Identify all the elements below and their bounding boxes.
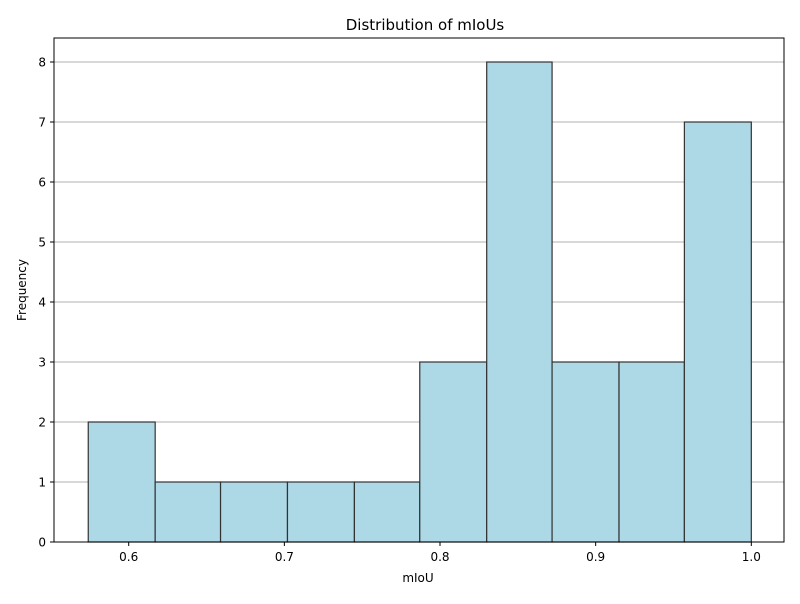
x-axis-label: mIoU (402, 571, 433, 585)
histogram-bar-5 (353, 481, 421, 543)
histogram-bar-2 (154, 481, 222, 543)
chart-title: Distribution of mIoUs (346, 16, 505, 34)
y-tick-label: 5 (38, 236, 46, 250)
y-tick-label: 0 (38, 536, 46, 550)
histogram-bar-3 (219, 481, 289, 543)
histogram-bar-4 (286, 481, 356, 543)
x-tick-label: 0.6 (119, 550, 138, 564)
y-tick-label: 2 (38, 416, 46, 430)
histogram-bar-9 (618, 361, 685, 543)
y-tick-label: 8 (38, 56, 46, 70)
y-tick-label: 6 (38, 176, 46, 190)
histogram-bar-10 (683, 121, 752, 543)
x-tick-label: 0.7 (275, 550, 294, 564)
grid-layer (54, 61, 784, 483)
plot-frame (53, 37, 785, 543)
x-tick-label: 1.0 (742, 550, 761, 564)
y-axis-label: Frequency (15, 259, 29, 321)
ticks-layer: 0 1 2 3 4 5 6 7 8 0.6 0.7 0.8 0.9 1.0 (38, 56, 761, 565)
x-tick-label: 0.9 (586, 550, 605, 564)
histogram-bar-6 (419, 361, 488, 543)
y-tick-label: 1 (38, 476, 46, 490)
histogram-bar-8 (551, 361, 620, 543)
histogram-bar-7 (486, 61, 553, 543)
y-tick-label: 4 (38, 296, 46, 310)
bars-layer (87, 61, 752, 543)
y-tick-label: 3 (38, 356, 46, 370)
axes-layer (53, 37, 785, 543)
histogram-bar-1 (87, 421, 156, 543)
y-tick-label: 7 (38, 116, 46, 130)
x-tick-label: 0.8 (430, 550, 449, 564)
